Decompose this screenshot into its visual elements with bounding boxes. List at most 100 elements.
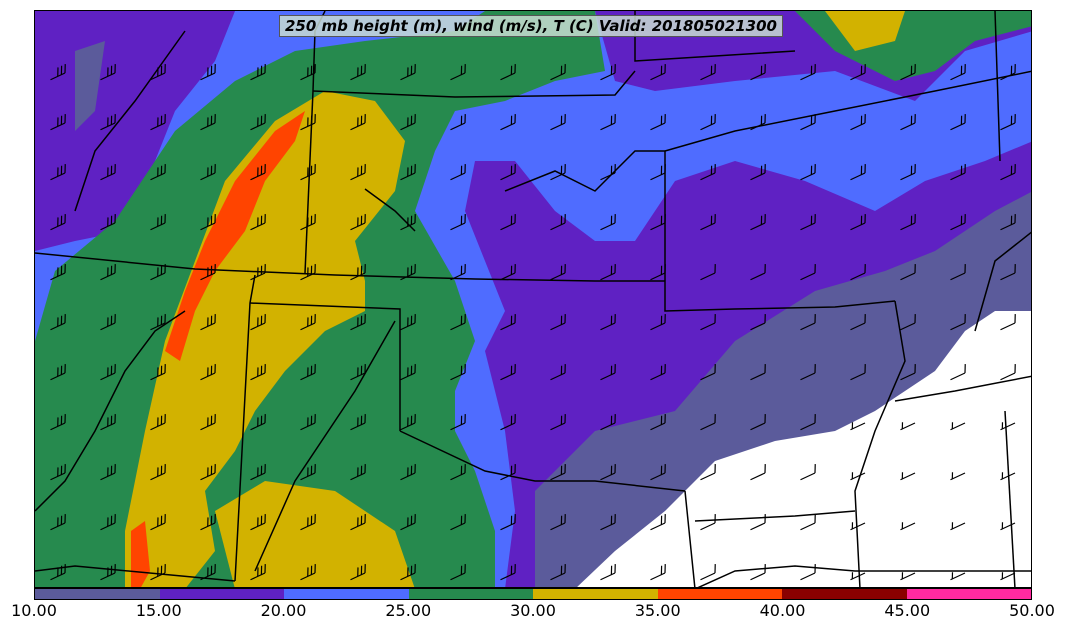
wind-barb-icon — [150, 114, 166, 131]
wind-barb-icon — [800, 514, 816, 531]
wind-barb-icon — [600, 214, 616, 231]
wind-barb-icon — [300, 564, 316, 581]
colorbar-tick-label: 45.00 — [884, 601, 931, 620]
wind-barb-icon — [600, 464, 616, 481]
wind-barb-icon — [200, 514, 216, 531]
colorbar-bin-1 — [159, 589, 284, 599]
wind-barb-icon — [700, 164, 716, 181]
wind-barb-icon — [800, 264, 816, 281]
wind-barb-icon — [850, 114, 866, 131]
wind-barb-icon — [400, 264, 416, 281]
wind-barb-icon — [650, 264, 666, 281]
wind-barb-icon — [350, 314, 366, 331]
wind-barb-icon — [450, 64, 466, 81]
colorbar-tick-label: 25.00 — [385, 601, 432, 620]
wind-barb-icon — [950, 472, 966, 481]
colorbar-bin-4 — [533, 589, 658, 599]
wind-barb-icon — [600, 314, 616, 331]
wind-barb-icon — [700, 64, 716, 81]
wind-barb-icon — [300, 364, 316, 381]
fill-10-15-west — [75, 41, 105, 131]
wind-barb-icon — [300, 114, 316, 131]
wind-barb-icon — [650, 514, 666, 531]
wind-barb-icon — [900, 472, 916, 481]
colorbar-tick-label: 15.00 — [135, 601, 182, 620]
wind-barb-icon — [150, 564, 166, 581]
wind-barb-icon — [350, 514, 366, 531]
wind-barb-icon — [650, 564, 666, 581]
wind-barb-icon — [550, 264, 566, 281]
wind-barb-icon — [800, 314, 816, 331]
wind-barb-icon — [950, 522, 966, 531]
wind-barb-icon — [550, 214, 566, 231]
wind-barb-icon — [750, 364, 766, 381]
fill-30-35-region — [125, 91, 405, 587]
wind-speed-map — [35, 11, 1031, 587]
wind-barb-icon — [200, 214, 216, 231]
wind-barb-icon — [850, 572, 866, 581]
wind-barb-icon — [50, 114, 66, 131]
wind-barb-icon — [700, 564, 716, 581]
map-title: 250 mb height (m), wind (m/s), T (C) Val… — [279, 15, 783, 37]
wind-barb-icon — [400, 464, 416, 481]
fill-30-35-ne — [825, 11, 905, 51]
wind-barb-icon — [300, 214, 316, 231]
wind-barb-icon — [400, 364, 416, 381]
wind-barb-icon — [900, 522, 916, 531]
wind-barb-icon — [300, 464, 316, 481]
wind-barb-icon — [350, 114, 366, 131]
wind-barb-icon — [450, 314, 466, 331]
colorbar-tick-label: 40.00 — [759, 601, 806, 620]
wind-barb-icon — [800, 114, 816, 131]
wind-barb-icon — [450, 164, 466, 181]
wind-barb-icon — [600, 514, 616, 531]
wind-barb-icon — [300, 314, 316, 331]
wind-barb-icon — [450, 564, 466, 581]
wind-barb-icon — [200, 314, 216, 331]
colorbar-tick-label: 50.00 — [1009, 601, 1055, 620]
wind-barb-icon — [450, 214, 466, 231]
wind-barb-icon — [150, 264, 166, 281]
colorbar-bin-3 — [408, 589, 533, 599]
wind-barb-icon — [300, 264, 316, 281]
wind-barb-icon — [150, 414, 166, 431]
wind-barb-icon — [950, 264, 966, 281]
wind-barb-icon — [850, 214, 866, 231]
wind-barb-icon — [500, 564, 516, 581]
wind-barb-icon — [250, 164, 266, 181]
wind-barb-icon — [550, 514, 566, 531]
wind-barb-icon — [700, 364, 716, 381]
wind-barb-icon — [700, 514, 716, 531]
wind-barb-icon — [600, 264, 616, 281]
wind-barb-icon — [350, 364, 366, 381]
wind-barb-icon — [250, 514, 266, 531]
wind-barb-icon — [850, 422, 866, 431]
wind-barb-icon — [50, 564, 66, 581]
wind-barb-icon — [250, 264, 266, 281]
wind-barb-icon — [750, 514, 766, 531]
wind-barb-icon — [550, 564, 566, 581]
wind-barb-icon — [450, 264, 466, 281]
fill-35-40-south — [131, 521, 150, 587]
colorbar-bin-2 — [284, 589, 409, 599]
wind-barb-icon — [650, 214, 666, 231]
wind-barb-icon — [900, 314, 916, 331]
wind-barb-icon — [1000, 522, 1016, 531]
wind-barb-icon — [900, 64, 916, 81]
wind-barb-icon — [750, 214, 766, 231]
wind-barb-icon — [100, 564, 116, 581]
wind-barb-icon — [700, 114, 716, 131]
wind-barb-icon — [400, 514, 416, 531]
wind-barb-icon — [850, 164, 866, 181]
wind-barb-icon — [250, 464, 266, 481]
wind-barb-icon — [600, 364, 616, 381]
wind-barb-icon — [450, 514, 466, 531]
wind-barb-icon — [200, 564, 216, 581]
wind-barb-icon — [1000, 264, 1016, 281]
wind-barb-icon — [1000, 114, 1016, 131]
wind-barb-icon — [900, 164, 916, 181]
wind-barb-icon — [650, 364, 666, 381]
wind-barb-icon — [200, 264, 216, 281]
wind-barb-icon — [800, 64, 816, 81]
wind-barb-icon — [50, 514, 66, 531]
